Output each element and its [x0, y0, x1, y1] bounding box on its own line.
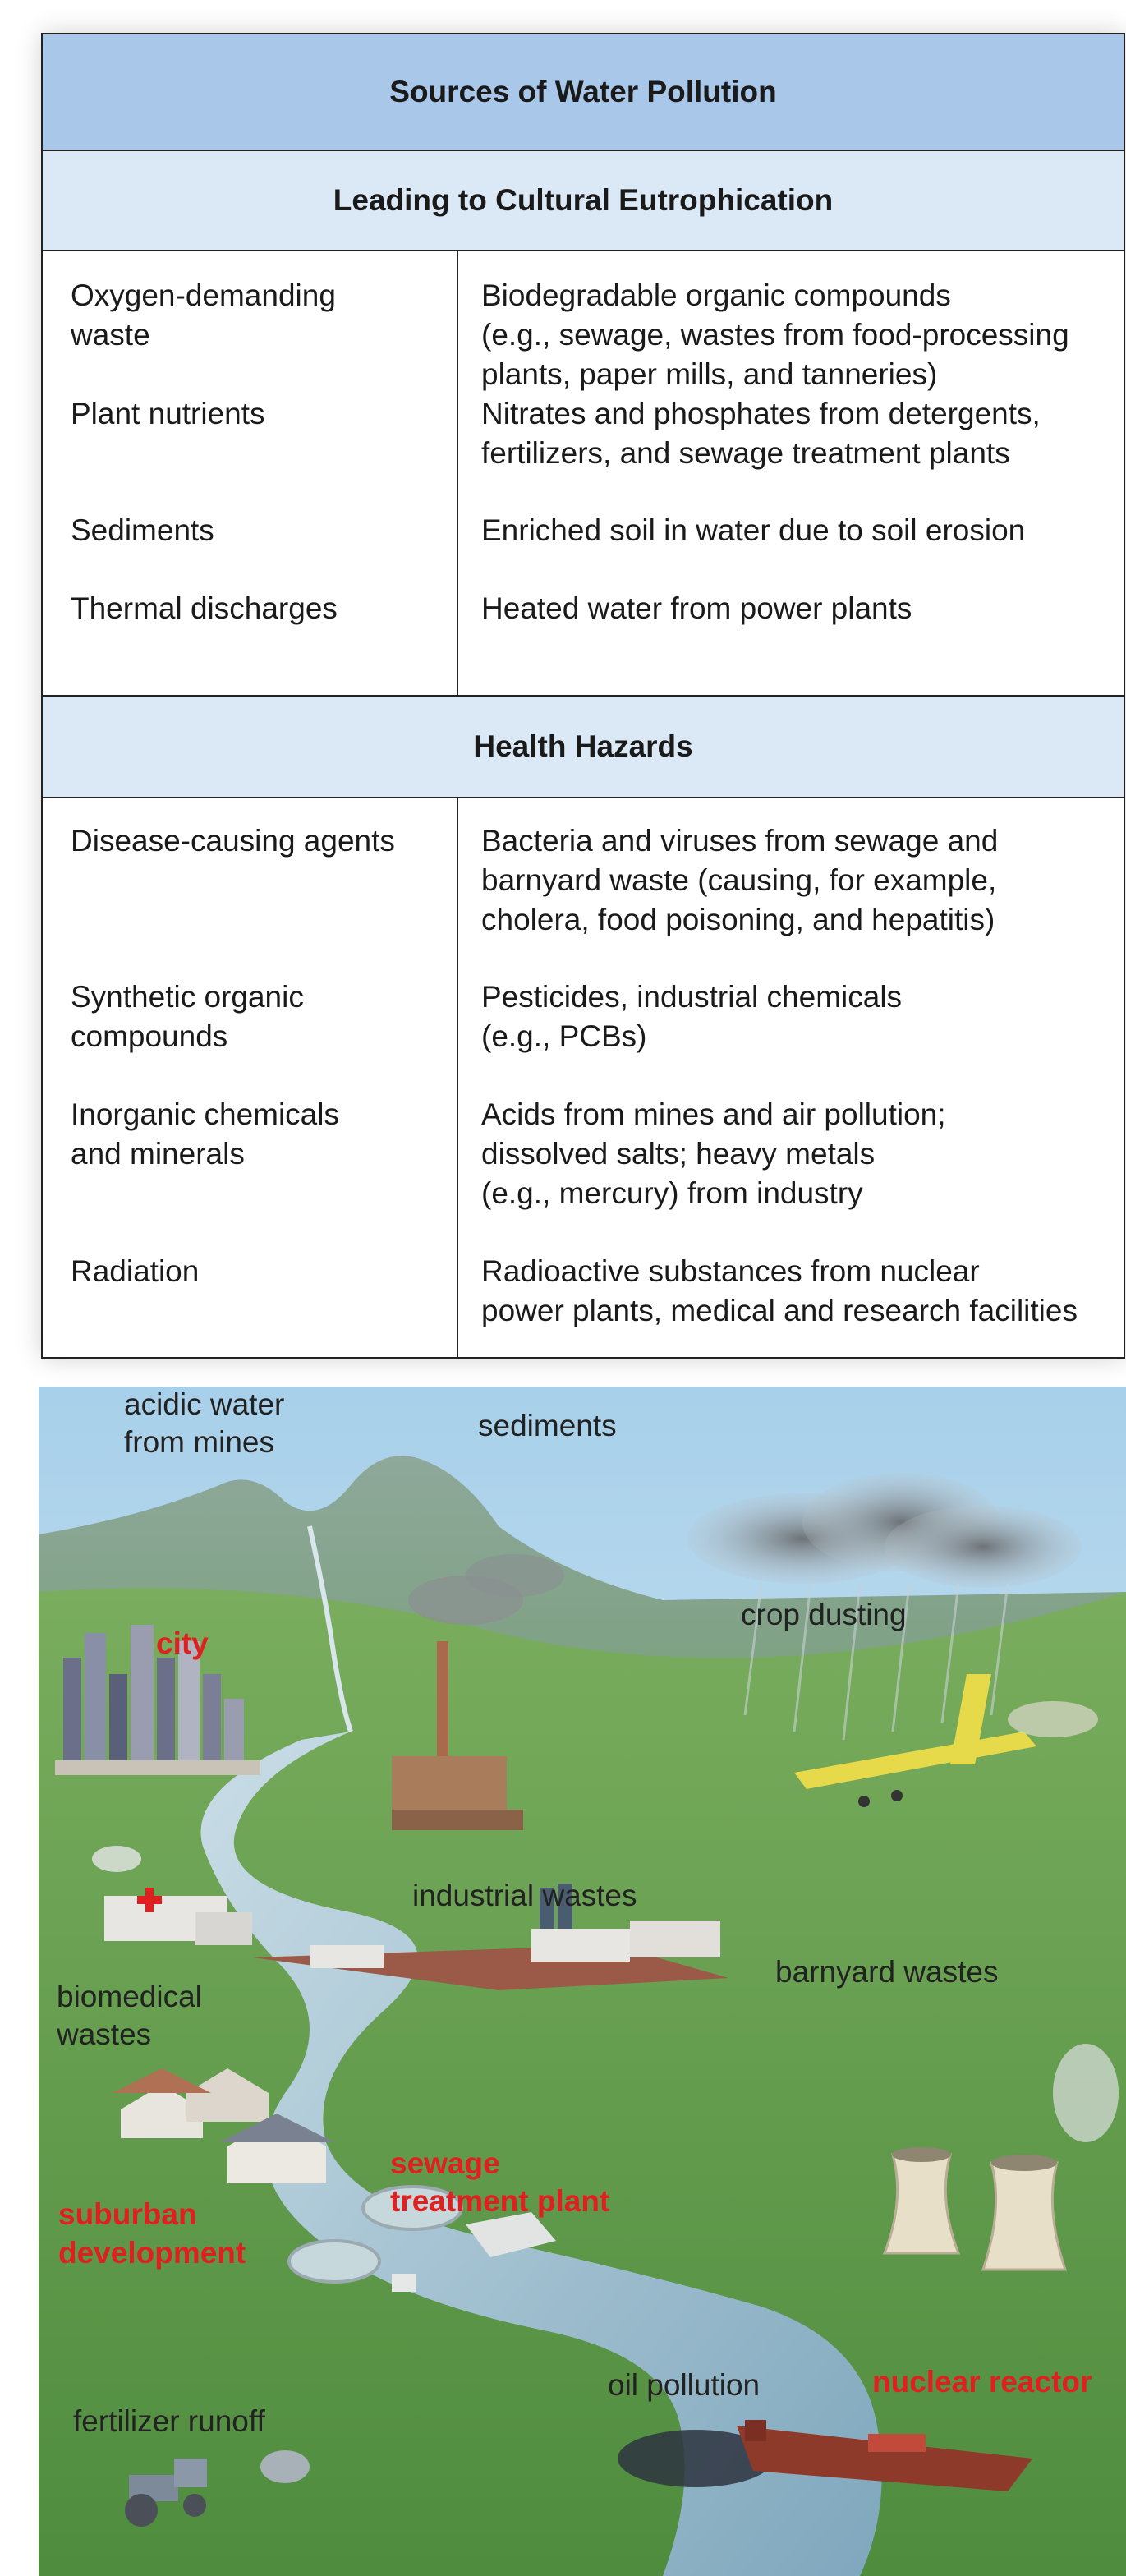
table-title: Sources of Water Pollution: [41, 33, 1125, 151]
label-acidic-water-line1: acidic water: [124, 1387, 284, 1421]
health-sources-column: Disease-causing agents Synthetic organic…: [41, 797, 458, 1359]
farm: [252, 1884, 728, 1990]
label-suburban-development-line1: suburban: [58, 2197, 197, 2231]
desc-radiation: Radioactive substances from nuclear powe…: [481, 1254, 1078, 1327]
section-heading-health: Health Hazards: [41, 695, 1125, 798]
mountain-stream: [307, 1525, 353, 1732]
desc-synthetic-organic: Pesticides, industrial chemicals (e.g., …: [481, 980, 903, 1053]
label-oil-pollution: oil pollution: [608, 2368, 760, 2402]
oil-spill: [618, 2430, 774, 2487]
desc-thermal: Heated water from power plants: [481, 591, 912, 625]
green-land: [39, 1588, 1126, 2576]
label-city: city: [156, 1626, 209, 1660]
river: [200, 1732, 882, 2576]
source-thermal: Thermal discharges: [71, 591, 338, 625]
desc-plant-nutrients: Nitrates and phosphates from detergents,…: [481, 397, 1041, 470]
eutrophication-descriptions-column: Biodegradable organic compounds (e.g., s…: [457, 250, 1125, 697]
eutrophication-sources-column: Oxygen-demanding waste Plant nutrients S…: [41, 250, 458, 697]
nuclear-cooling-towers: [882, 2044, 1119, 2271]
label-acidic-water-line2: from mines: [124, 1425, 274, 1459]
rain-cloud: [687, 1473, 1082, 1741]
oil-tanker: [737, 2420, 1032, 2491]
source-radiation: Radiation: [71, 1254, 200, 1288]
source-disease-agents: Disease-causing agents: [71, 824, 395, 858]
desc-oxygen-demanding: Biodegradable organic compounds (e.g., s…: [481, 278, 1069, 391]
suburban-houses: [113, 2068, 334, 2183]
label-barnyard-wastes: barnyard wastes: [775, 1955, 998, 1989]
label-biomedical-wastes-line2: wastes: [56, 2017, 151, 2051]
hospital: [92, 1846, 252, 1945]
sewage-treatment-plant: [287, 2185, 556, 2292]
label-biomedical-wastes-line1: biomedical: [57, 1980, 202, 2013]
section-heading-eutrophication: Leading to Cultural Eutrophication: [41, 150, 1125, 251]
factory: [392, 1554, 564, 1830]
pollution-sources-illustration: acidic water from mines sediments city c…: [39, 1387, 1126, 2576]
label-sewage-treatment-line2: treatment plant: [390, 2184, 609, 2218]
health-descriptions-column: Bacteria and viruses from sewage and bar…: [457, 797, 1125, 1359]
label-crop-dusting: crop dusting: [741, 1598, 907, 1631]
source-oxygen-demanding: Oxygen-demanding waste: [71, 278, 336, 352]
label-suburban-development-line2: development: [58, 2236, 246, 2270]
label-sediments: sediments: [478, 1409, 617, 1442]
desc-disease-agents: Bacteria and viruses from sewage and bar…: [481, 824, 999, 936]
source-synthetic-organic: Synthetic organic compounds: [71, 980, 304, 1053]
pollution-sources-table-wrap: Sources of Water Pollution Leading to Cu…: [41, 33, 1125, 1359]
desc-inorganic: Acids from mines and air pollution; diss…: [481, 1097, 946, 1210]
label-sewage-treatment-line1: sewage: [390, 2146, 500, 2180]
city-skyline: [55, 1625, 260, 1775]
source-sediments: Sediments: [71, 513, 214, 547]
source-inorganic: Inorganic chemicals and minerals: [71, 1097, 339, 1171]
pollution-sources-table: Sources of Water Pollution Leading to Cu…: [41, 33, 1125, 1359]
tractor: [125, 2450, 310, 2527]
landscape-scene: acidic water from mines sediments city c…: [39, 1387, 1126, 2576]
label-fertilizer-runoff: fertilizer runoff: [73, 2404, 265, 2438]
label-nuclear-reactor: nuclear reactor: [872, 2365, 1092, 2399]
source-plant-nutrients: Plant nutrients: [71, 397, 265, 430]
crop-dusting-plane: [794, 1674, 1098, 1807]
desc-sediments: Enriched soil in water due to soil erosi…: [481, 513, 1026, 547]
label-industrial-wastes: industrial wastes: [412, 1879, 637, 1912]
